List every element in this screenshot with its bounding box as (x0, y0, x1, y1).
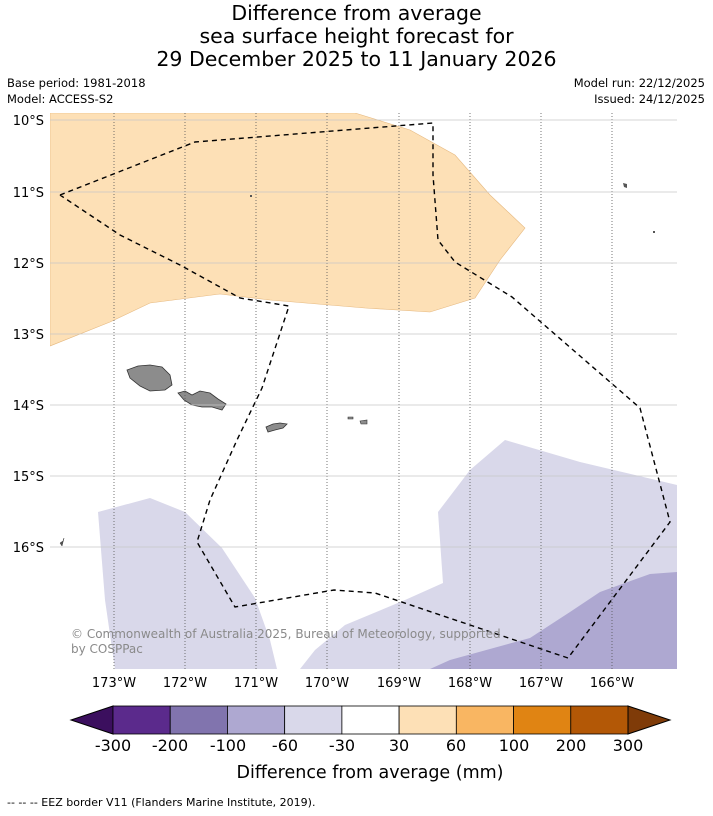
colorbar-segment (169, 705, 228, 735)
lat-label: 13°S (13, 328, 44, 343)
colorbar-tick: 30 (389, 736, 409, 755)
eez-footnote: -- -- -- EEZ border V11 (Flanders Marine… (7, 796, 316, 809)
lat-label: 12°S (13, 257, 44, 272)
island-savaii (126, 364, 173, 392)
colorbar-tick: -300 (95, 736, 131, 755)
lon-label: 169°W (377, 676, 421, 691)
colorbar-segment (284, 705, 343, 735)
lon-label: 168°W (448, 676, 492, 691)
lon-label: 167°W (519, 676, 563, 691)
colorbar-tick: 200 (556, 736, 587, 755)
lon-label: 172°W (163, 676, 207, 691)
anomaly-region-negative-strong (430, 572, 677, 669)
eez-border-samoa (59, 122, 671, 659)
colorbar-tick-labels: -300 -200 -100 -60 -30 30 60 100 200 300 (95, 736, 643, 755)
lat-label: 15°S (13, 470, 44, 485)
colorbar-extend-low (69, 705, 114, 735)
lat-label: 11°S (13, 186, 44, 201)
meta-right: Model run: 22/12/2025 Issued: 24/12/2025 (574, 75, 705, 107)
colorbar-segment (341, 705, 400, 735)
colorbar-segment (227, 705, 286, 735)
island-small-3 (653, 231, 655, 233)
colorbar-tick: -100 (210, 736, 246, 755)
meta-left: Base period: 1981-2018 Model: ACCESS-S2 (7, 75, 146, 107)
anomaly-region-positive (50, 113, 526, 347)
lat-label: 10°S (13, 114, 44, 129)
title-line-1: Difference from average (231, 1, 482, 25)
island-manua-2 (359, 419, 368, 425)
colorbar-extend-high (627, 705, 672, 735)
colorbar-segment (398, 705, 457, 735)
colorbar-tick: 300 (613, 736, 644, 755)
colorbar-segment (455, 705, 514, 735)
copyright-line-2: by COSPPac (71, 642, 143, 656)
title-line-3: 29 December 2025 to 11 January 2026 (156, 47, 557, 71)
colorbar-tick: -30 (329, 736, 355, 755)
island-tutuila (265, 422, 288, 433)
lat-label: 14°S (13, 399, 44, 414)
colorbar-segment (513, 705, 572, 735)
map-svg: © Commonwealth of Australia 2025, Bureau… (13, 113, 677, 783)
map-area: © Commonwealth of Australia 2025, Bureau… (50, 113, 677, 669)
issued-date: Issued: 24/12/2025 (594, 92, 705, 106)
parallel-lines (50, 119, 677, 548)
colorbar-tick: -60 (272, 736, 298, 755)
colorbar-segments (69, 705, 672, 735)
lon-label: 170°W (305, 676, 349, 691)
lat-label: 16°S (13, 541, 44, 556)
colorbar-label: Difference from average (mm) (236, 763, 503, 783)
colorbar-segment (570, 705, 629, 735)
lon-label: 173°W (92, 676, 136, 691)
lon-label: 171°W (234, 676, 278, 691)
island-small-1 (250, 195, 252, 197)
island-manua-1 (347, 416, 354, 420)
lon-label: 166°W (590, 676, 634, 691)
colorbar-tick: -200 (152, 736, 188, 755)
colorbar-tick: 100 (499, 736, 530, 755)
title-line-2: sea surface height forecast for (199, 24, 514, 48)
base-period: Base period: 1981-2018 (7, 76, 146, 90)
model-run: Model run: 22/12/2025 (573, 76, 705, 90)
map-title: Difference from average sea surface heig… (0, 2, 713, 71)
colorbar: -300 -200 -100 -60 -30 30 60 100 200 300… (69, 705, 672, 783)
longitude-labels: 173°W 172°W 171°W 170°W 169°W 168°W 167°… (92, 676, 634, 691)
anomaly-region-negative-sw (98, 498, 277, 669)
colorbar-tick: 60 (446, 736, 466, 755)
colorbar-segment (112, 705, 171, 735)
copyright-line-1: © Commonwealth of Australia 2025, Bureau… (71, 627, 501, 641)
island-small-2 (623, 183, 627, 188)
island-small-4 (59, 537, 65, 547)
model-name: Model: ACCESS-S2 (7, 92, 114, 106)
latitude-labels: 10°S 11°S 12°S 13°S 14°S 15°S 16°S (13, 114, 44, 556)
eez-borders (59, 122, 671, 659)
